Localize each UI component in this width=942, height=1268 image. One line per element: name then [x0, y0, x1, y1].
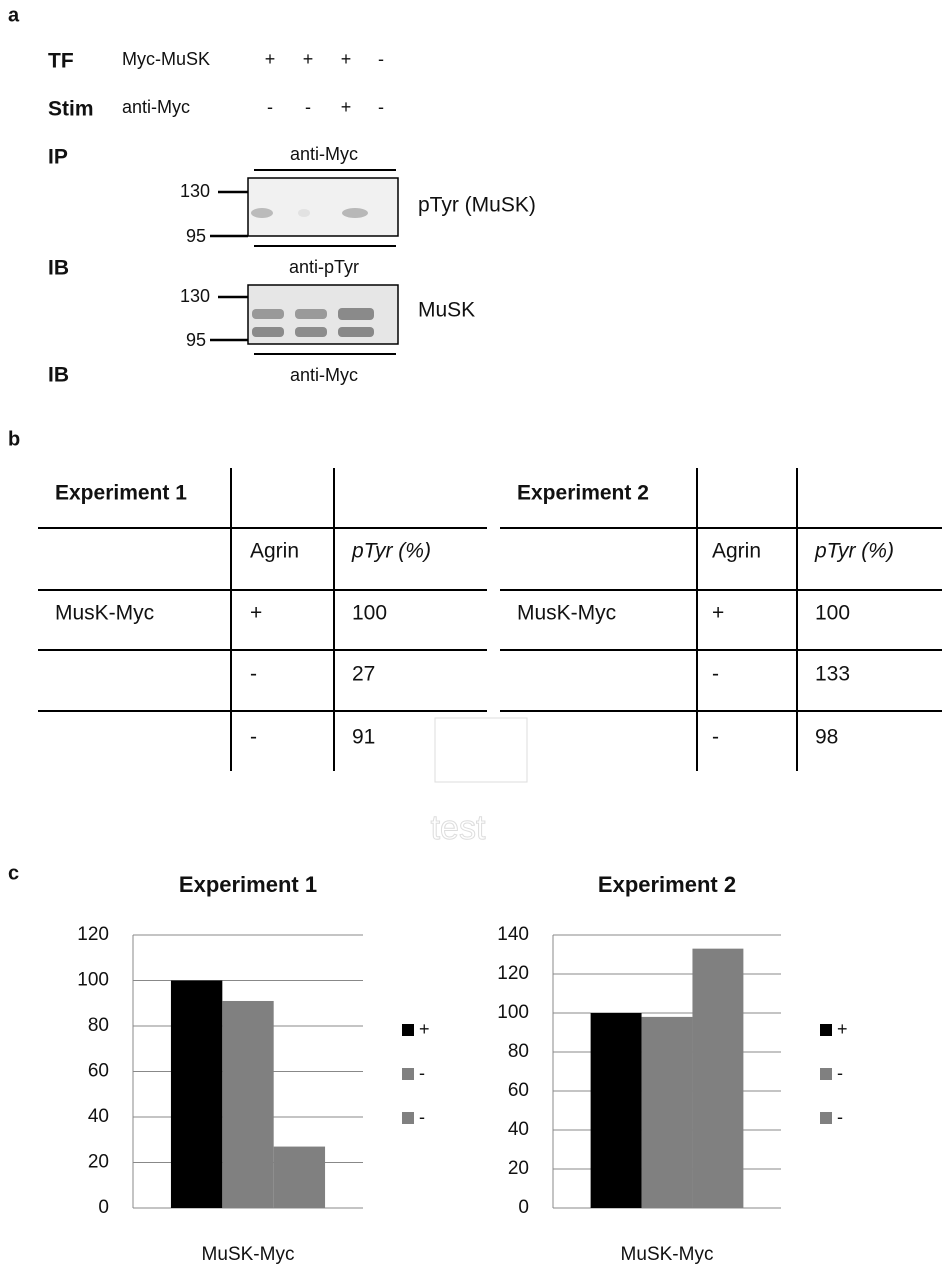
legend-swatch	[820, 1024, 832, 1036]
page: a b c IP anti-Myc 130 95 pTyr (MuSK) IB …	[0, 0, 942, 1268]
column-header: pTyr (%)	[351, 540, 431, 563]
x-tick-label: MuSK-Myc	[202, 1244, 295, 1265]
legend-label: -	[837, 1107, 843, 1127]
x-tick-label: MuSK-Myc	[621, 1244, 714, 1265]
bar	[591, 1013, 642, 1208]
cell: +	[250, 602, 262, 625]
cell: 100	[352, 602, 387, 625]
bar	[222, 1001, 273, 1208]
table-title: Experiment 1	[55, 482, 187, 505]
marker-label: 95	[186, 226, 206, 246]
legend-swatch	[402, 1024, 414, 1036]
y-tick-label: 60	[88, 1061, 109, 1082]
marker-label: 130	[180, 181, 210, 201]
row-label: TF	[48, 50, 74, 73]
band	[295, 309, 327, 319]
marker-label: 130	[180, 286, 210, 306]
empty-box	[435, 718, 527, 782]
lane-sign: -	[305, 97, 311, 117]
watermark: test	[431, 809, 486, 847]
y-tick-label: 60	[508, 1080, 529, 1101]
band	[251, 208, 273, 218]
ib-antibody: anti-Myc	[290, 365, 358, 385]
y-tick-label: 120	[77, 924, 109, 945]
y-tick-label: 40	[508, 1119, 529, 1140]
cell: 100	[815, 602, 850, 625]
band	[252, 327, 284, 337]
legend-swatch	[820, 1068, 832, 1080]
row-label: MusK-Myc	[517, 602, 616, 625]
lane-sign: -	[267, 97, 273, 117]
band	[338, 327, 374, 337]
lane-sign: -	[378, 97, 384, 117]
band	[338, 308, 374, 320]
cell: -	[250, 726, 257, 749]
row-label: MusK-Myc	[55, 602, 154, 625]
ip-antibody: anti-Myc	[290, 144, 358, 164]
ib-antibody: anti-pTyr	[289, 257, 359, 277]
row-label: Stim	[48, 98, 94, 121]
row-construct: anti-Myc	[122, 97, 190, 117]
legend-label: +	[837, 1019, 848, 1039]
y-tick-label: 80	[88, 1015, 109, 1036]
lane-sign: +	[341, 49, 352, 69]
y-tick-label: 0	[518, 1197, 529, 1218]
bar	[642, 1017, 693, 1208]
blot	[248, 178, 398, 236]
legend-swatch	[402, 1068, 414, 1080]
legend-swatch	[820, 1112, 832, 1124]
y-tick-label: 100	[497, 1002, 529, 1023]
lane-sign: +	[303, 49, 314, 69]
lane-sign: -	[378, 49, 384, 69]
y-tick-label: 20	[88, 1152, 109, 1173]
ip-label: IP	[48, 146, 68, 169]
y-tick-label: 40	[88, 1106, 109, 1127]
column-header: Agrin	[712, 540, 761, 563]
band	[295, 327, 327, 337]
band	[252, 309, 284, 319]
legend-label: -	[419, 1063, 425, 1083]
y-tick-label: 100	[77, 970, 109, 991]
cell: 27	[352, 663, 375, 686]
panel-letter: c	[8, 862, 19, 884]
row-construct: Myc-MuSK	[122, 49, 210, 69]
blot-target: pTyr (MuSK)	[418, 194, 536, 217]
cell: -	[712, 663, 719, 686]
y-tick-label: 20	[508, 1158, 529, 1179]
table-lines	[38, 468, 942, 771]
cell: 98	[815, 726, 838, 749]
legend-label: -	[837, 1063, 843, 1083]
lane-sign: +	[265, 49, 276, 69]
legend-swatch	[402, 1112, 414, 1124]
band	[298, 209, 310, 217]
band	[342, 208, 368, 218]
blot-target: MuSK	[418, 299, 475, 322]
bar	[171, 981, 222, 1209]
cell: +	[712, 602, 724, 625]
cell: 133	[815, 663, 850, 686]
chart-title: Experiment 2	[598, 872, 736, 897]
cell: 91	[352, 726, 375, 749]
ib-label: IB	[48, 364, 69, 387]
y-tick-label: 80	[508, 1041, 529, 1062]
panel-letter: a	[8, 4, 20, 26]
cell: -	[250, 663, 257, 686]
marker-label: 95	[186, 330, 206, 350]
bar	[692, 949, 743, 1208]
y-tick-label: 0	[98, 1197, 109, 1218]
legend-label: +	[419, 1019, 430, 1039]
figure: a b c IP anti-Myc 130 95 pTyr (MuSK) IB …	[0, 0, 942, 1268]
panel-letter: b	[8, 428, 20, 450]
bar	[274, 1147, 325, 1208]
column-header: pTyr (%)	[814, 540, 894, 563]
chart-title: Experiment 1	[179, 872, 317, 897]
ib-label: IB	[48, 257, 69, 280]
table-title: Experiment 2	[517, 482, 649, 505]
lane-sign: +	[341, 97, 352, 117]
cell: -	[712, 726, 719, 749]
column-header: Agrin	[250, 540, 299, 563]
legend-label: -	[419, 1107, 425, 1127]
y-tick-label: 140	[497, 924, 529, 945]
y-tick-label: 120	[497, 963, 529, 984]
